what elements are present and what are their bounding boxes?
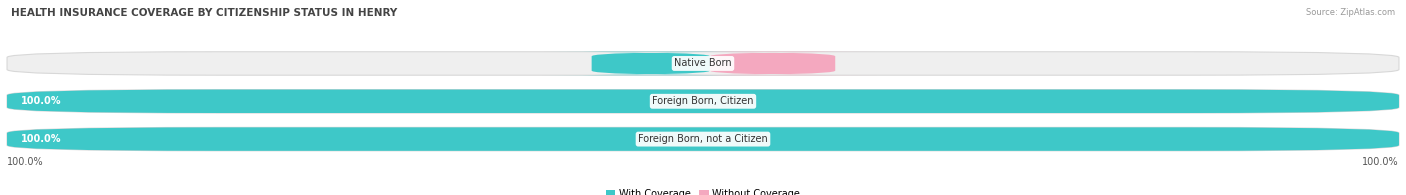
Legend: With Coverage, Without Coverage: With Coverage, Without Coverage [602, 185, 804, 195]
Text: 100.0%: 100.0% [7, 157, 44, 167]
Text: Source: ZipAtlas.com: Source: ZipAtlas.com [1306, 8, 1395, 17]
Text: Foreign Born, not a Citizen: Foreign Born, not a Citizen [638, 134, 768, 144]
Text: 100.0%: 100.0% [1362, 157, 1399, 167]
Text: HEALTH INSURANCE COVERAGE BY CITIZENSHIP STATUS IN HENRY: HEALTH INSURANCE COVERAGE BY CITIZENSHIP… [11, 8, 398, 18]
Text: 100.0%: 100.0% [21, 134, 62, 144]
FancyBboxPatch shape [668, 52, 877, 75]
FancyBboxPatch shape [543, 52, 759, 75]
FancyBboxPatch shape [7, 52, 1399, 75]
Text: Native Born: Native Born [675, 58, 731, 68]
Text: 100.0%: 100.0% [21, 96, 62, 106]
FancyBboxPatch shape [7, 90, 1399, 113]
FancyBboxPatch shape [7, 127, 1399, 151]
FancyBboxPatch shape [7, 127, 1399, 151]
FancyBboxPatch shape [7, 90, 1399, 113]
Text: Foreign Born, Citizen: Foreign Born, Citizen [652, 96, 754, 106]
